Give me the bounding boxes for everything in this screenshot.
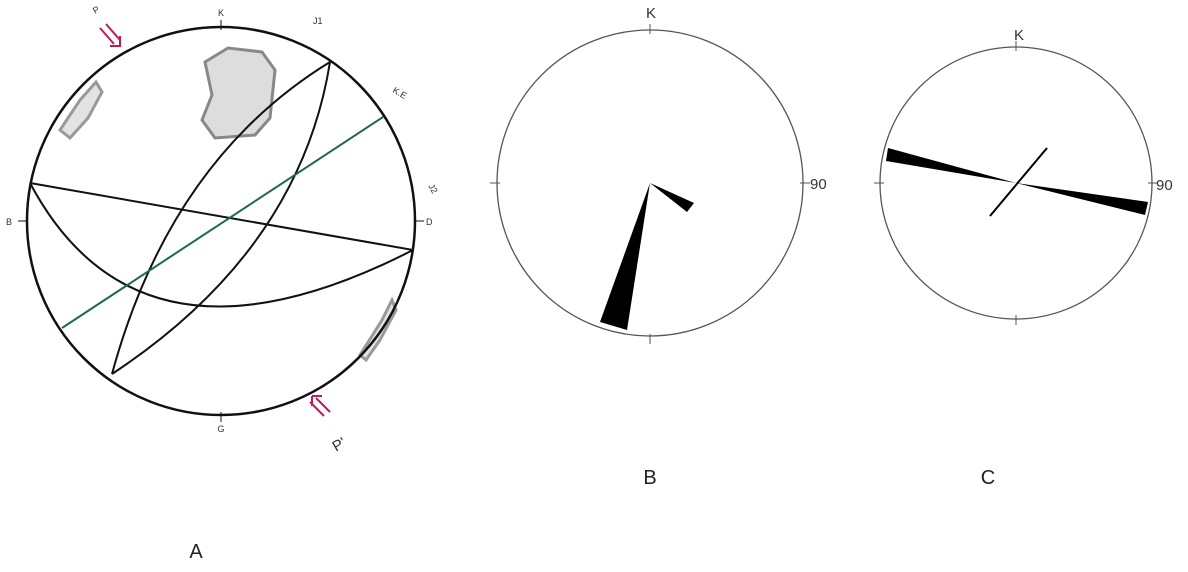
label: P bbox=[91, 4, 101, 16]
label: 90 bbox=[810, 176, 827, 193]
label: 90 bbox=[1156, 177, 1173, 194]
label: J1 bbox=[313, 16, 323, 26]
great-circle bbox=[111, 61, 331, 375]
label: B bbox=[6, 217, 12, 227]
panel-a: P K J1 K.E J2 B D G P' A bbox=[6, 4, 440, 563]
rose-petal bbox=[600, 183, 650, 330]
label: K bbox=[218, 8, 224, 18]
panel-label: B bbox=[643, 467, 656, 489]
label: J2 bbox=[426, 182, 439, 195]
great-circle bbox=[29, 182, 414, 308]
label: P' bbox=[330, 434, 350, 455]
great-circle bbox=[29, 182, 414, 251]
label: K.E bbox=[391, 85, 409, 101]
label: K bbox=[1014, 27, 1024, 44]
shaded-region bbox=[200, 46, 277, 140]
label: G bbox=[217, 424, 224, 434]
panel-c: K 90 C bbox=[874, 27, 1173, 489]
plane-line bbox=[61, 116, 384, 329]
panel-label: C bbox=[981, 467, 995, 489]
label: D bbox=[426, 217, 433, 227]
arrow bbox=[99, 23, 331, 417]
panel-label: A bbox=[189, 541, 203, 563]
rose-petal bbox=[989, 147, 1048, 217]
great-circle bbox=[111, 61, 331, 375]
rose-petal bbox=[650, 183, 694, 212]
shaded-region bbox=[57, 79, 104, 141]
rose-petal bbox=[886, 148, 1148, 215]
panel-b: K 90 B bbox=[490, 5, 827, 489]
label: K bbox=[646, 5, 656, 22]
